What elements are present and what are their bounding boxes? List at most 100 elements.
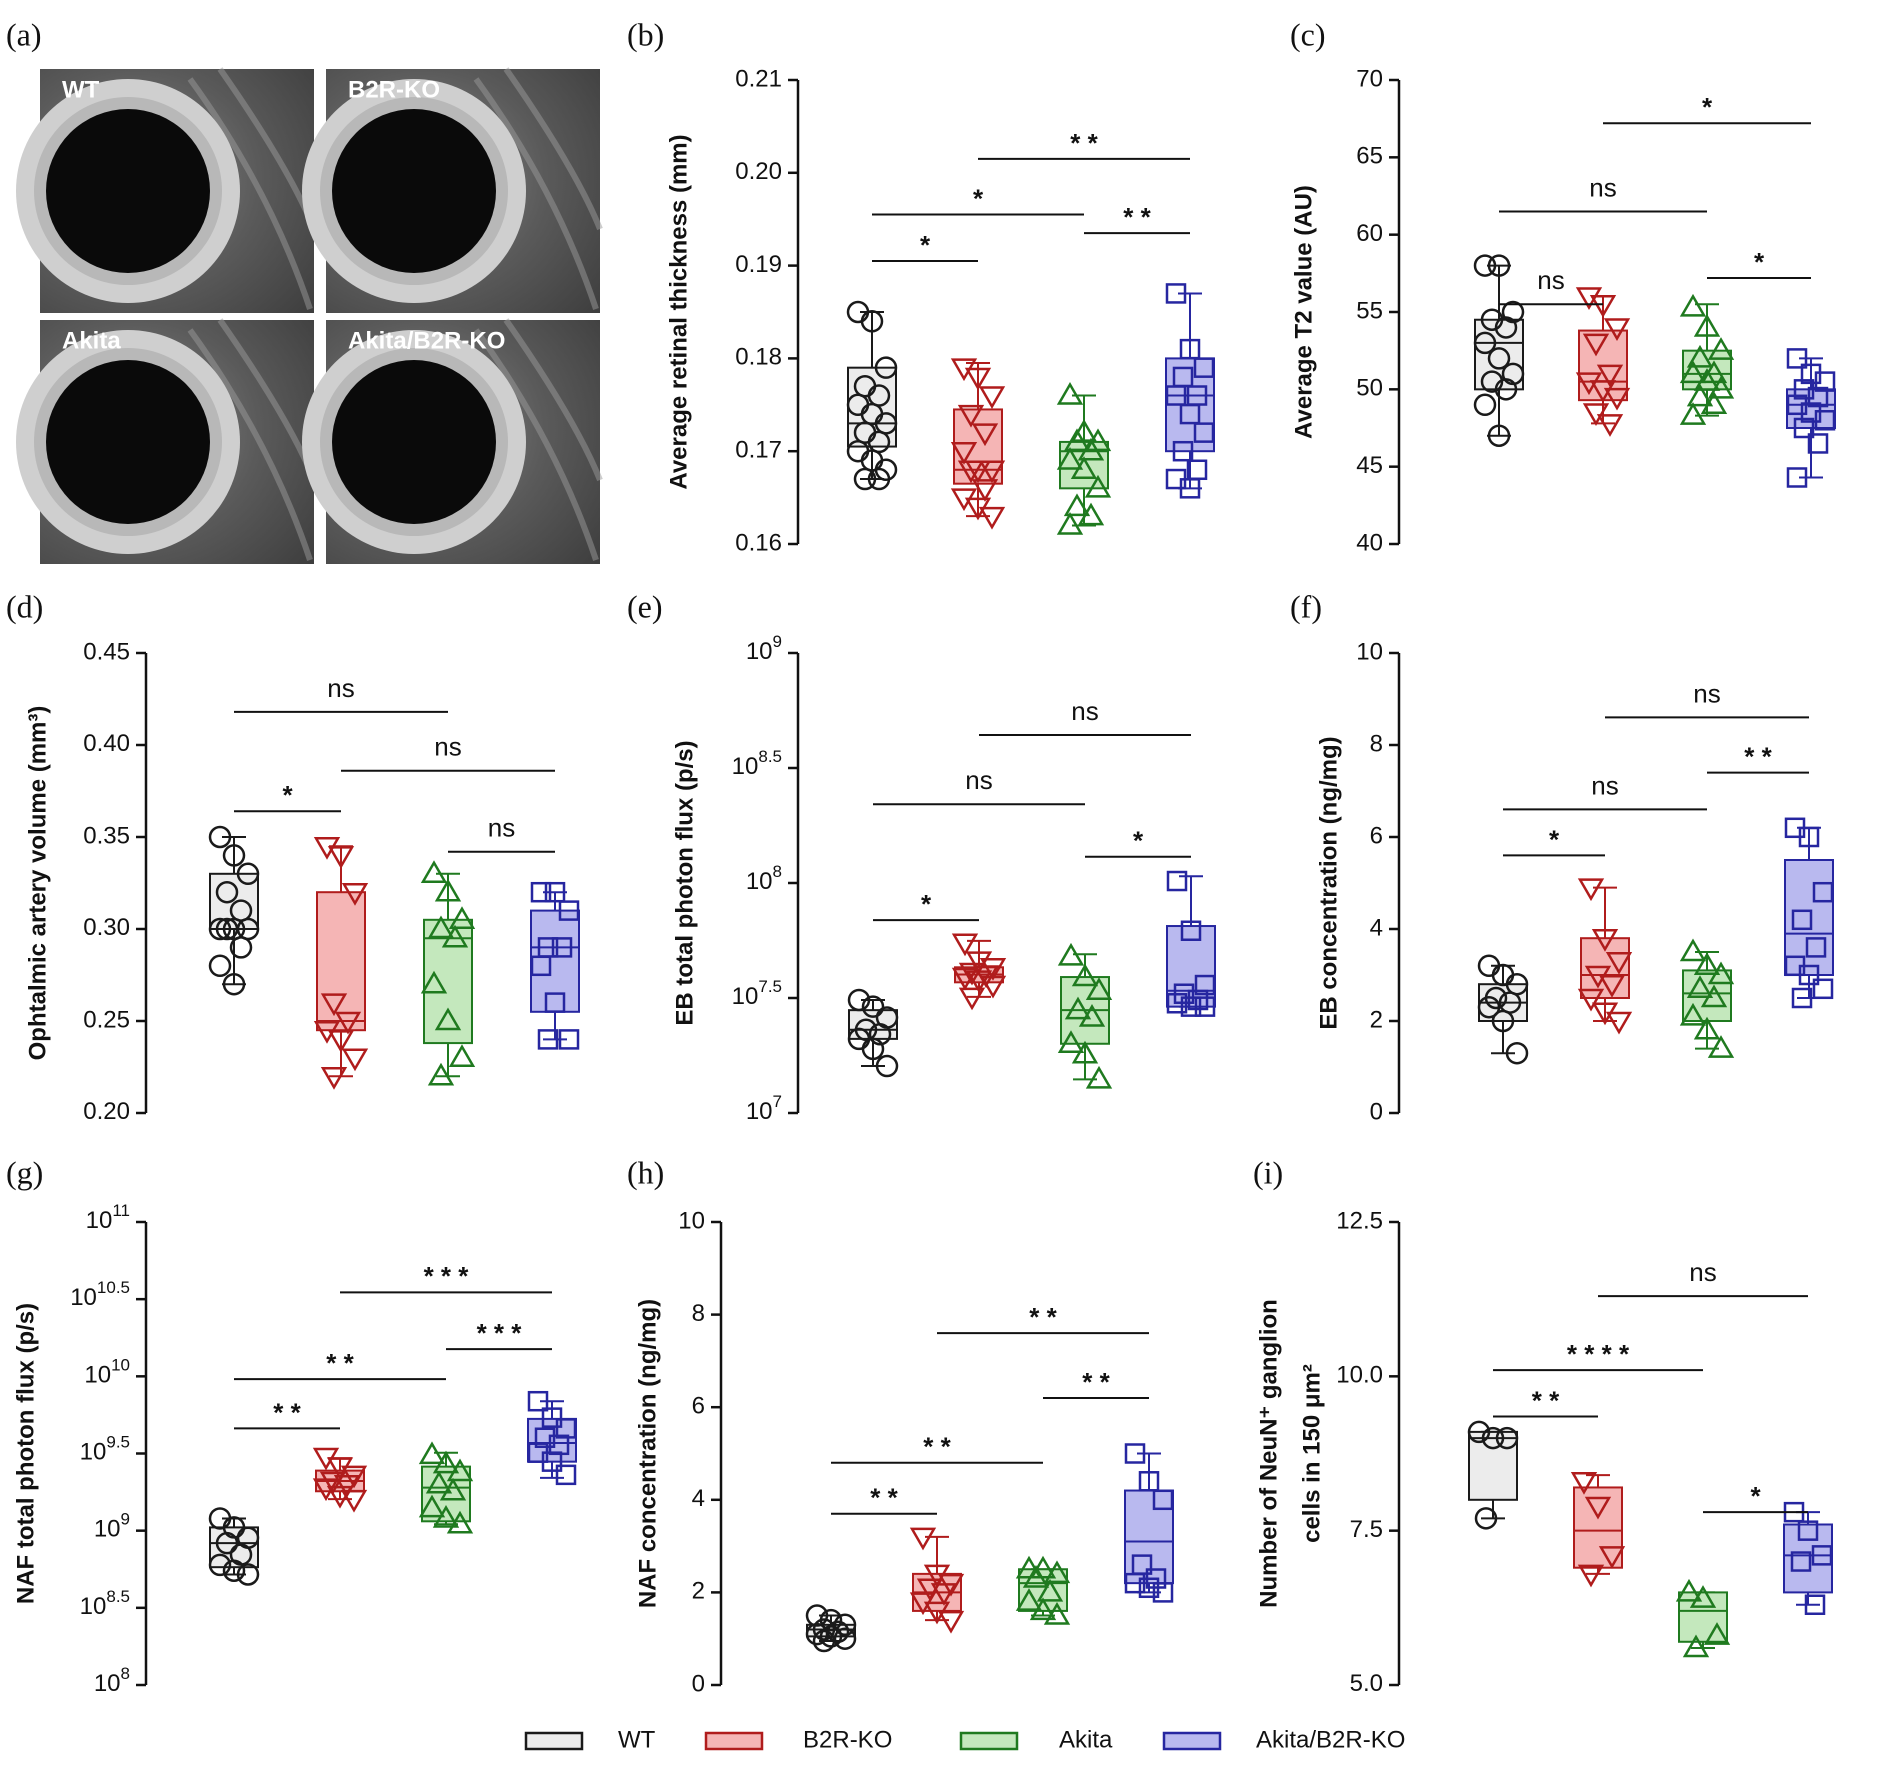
panel-label: (c) [1290,16,1326,52]
point [1605,951,1633,975]
significance-label: * [920,230,931,260]
image-label: B2R-KO [348,76,440,103]
point [551,937,573,958]
significance-label: ns [1591,770,1618,800]
legend-label: Akita/B2R-KO [1256,1726,1405,1753]
y-tick-label: 0.20 [735,158,782,185]
point [1473,331,1497,355]
tick-base: 10 [746,638,773,665]
point [1480,308,1504,331]
y-tick-label: 10 [1356,638,1383,665]
point [1180,996,1202,1017]
legend-label: WT [618,1726,656,1753]
point [1043,1602,1071,1625]
point [1603,318,1631,341]
point [334,1011,362,1035]
point [1582,333,1610,357]
tick-exponent: 9 [121,1510,130,1529]
box [316,891,366,1032]
significance-label: * [973,183,984,213]
y-tick-label: 10.0 [1336,1362,1383,1389]
point [1084,474,1112,498]
box [530,909,580,1013]
y-tick-label: 8 [692,1300,705,1327]
point [1577,1564,1605,1588]
point [1063,428,1091,452]
panel-label: (e) [627,588,663,624]
point [341,882,369,906]
point [1056,382,1084,405]
y-tick-label: 0.19 [735,251,782,278]
point [446,1458,474,1482]
point [1473,393,1497,417]
point [1603,387,1631,411]
point [1152,1582,1174,1603]
significance-label: ns [1537,265,1564,295]
legend-swatch [524,1731,584,1751]
eye-lens [46,109,210,273]
significance-label: ns [1689,1257,1716,1287]
point [1675,1578,1703,1602]
point [1194,996,1216,1017]
y-tick-label: 0.45 [83,638,130,665]
box [1018,1568,1068,1612]
y-tick-label: 45 [1356,452,1383,479]
tick-exponent: 9.5 [106,1433,130,1452]
tick-exponent: 10.5 [97,1279,130,1298]
y-tick-label: 12.5 [1336,1207,1383,1234]
image-label: WT [62,76,100,103]
point [1812,881,1834,903]
point [1791,987,1813,1009]
point [1798,964,1820,986]
point [208,825,232,849]
point [1064,996,1092,1020]
point [1057,1030,1085,1054]
point [1800,402,1822,423]
point [853,467,877,491]
point [1703,1622,1731,1645]
y-tick-label: 5.0 [1350,1670,1383,1697]
y-tick-label: 109.5 [80,1433,130,1466]
y-tick-label: 60 [1356,220,1383,247]
point [1686,383,1714,407]
point [320,1066,348,1090]
point [1686,975,1714,999]
point [1078,1004,1106,1027]
point [1577,988,1605,1012]
y-tick-label: 0 [692,1670,705,1697]
y-tick-label: 0.35 [83,822,130,849]
point [1793,379,1815,400]
point [537,1029,559,1050]
point [1693,1016,1721,1040]
point [1015,1588,1043,1611]
significance-label: * * [870,1483,898,1513]
y-axis-title: Average retinal thickness (mm) [665,134,692,489]
point [208,954,232,978]
point [439,1477,467,1501]
point [1036,1578,1064,1602]
point [867,467,891,491]
point [1494,316,1518,339]
point [341,1048,369,1072]
point [541,1407,563,1428]
point [964,367,992,391]
point [957,460,985,484]
y-axis-title: Number of NeuN⁺ ganglion [1255,1299,1282,1608]
point [555,1418,577,1439]
point [1077,502,1105,526]
point [1596,364,1624,388]
point [1495,1426,1519,1450]
y-axis-title: NAF concentration (ng/mg) [634,1299,661,1608]
significance-label: * * * * [1567,1339,1630,1369]
point [1022,1565,1050,1588]
point [208,1553,232,1577]
y-tick-label: 1010.5 [70,1279,130,1312]
point [1193,422,1215,443]
y-tick-label: 40 [1356,529,1383,556]
point [978,460,1006,484]
tick-base: 10 [732,753,759,780]
point [1063,493,1091,517]
significance-label: * * * [477,1318,523,1348]
point [978,386,1006,410]
